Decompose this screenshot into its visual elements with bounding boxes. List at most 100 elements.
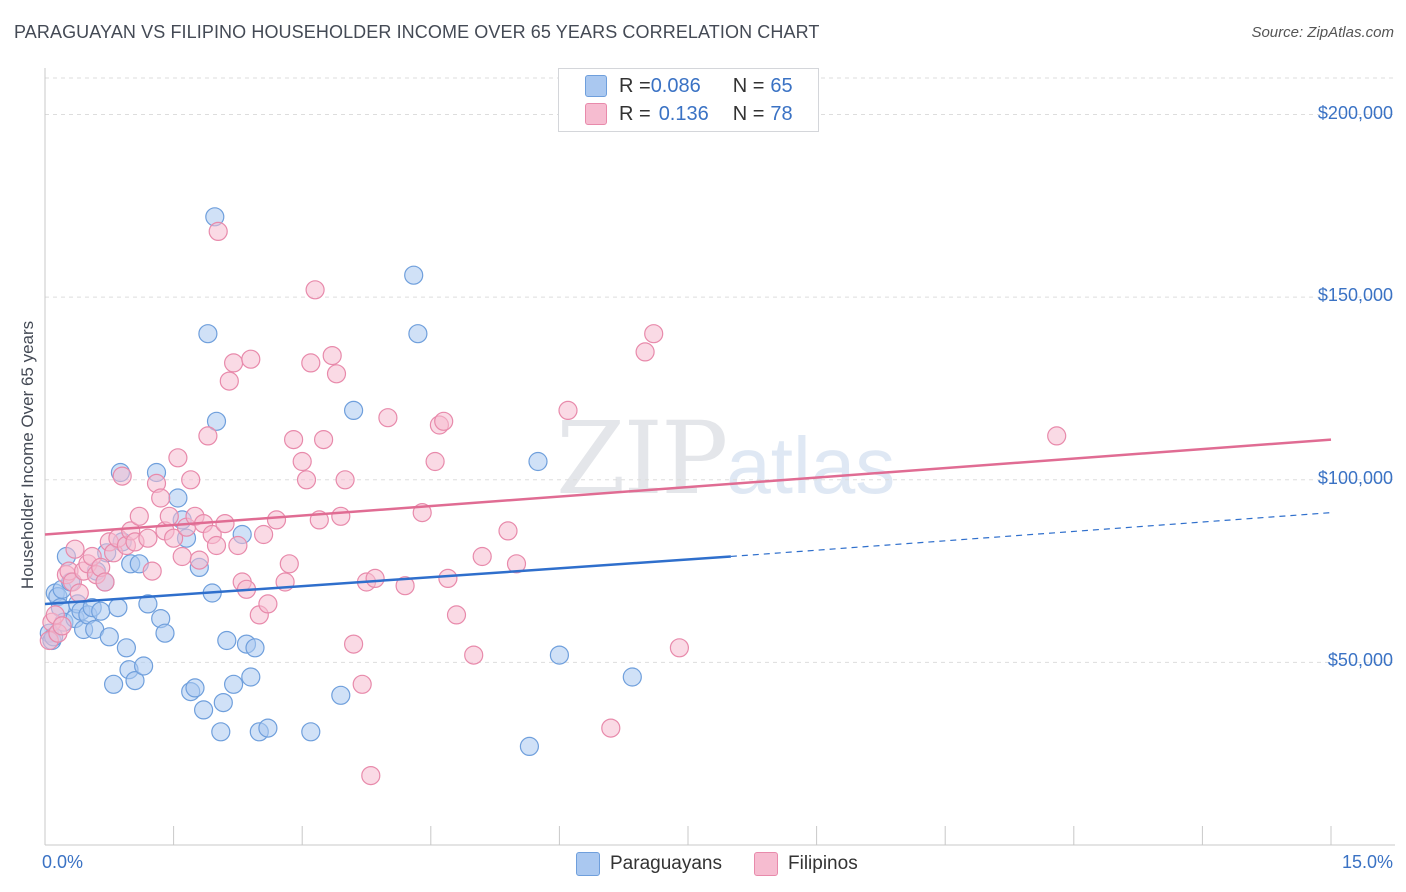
paraguayan-point (103, 674, 124, 694)
filipino-point (181, 470, 201, 490)
filipino-point (69, 583, 89, 603)
filipino-point (241, 349, 261, 369)
filipino-point (224, 353, 244, 373)
y-tick-label: $150,000 (1317, 285, 1393, 306)
bottom-legend-label-filipinos: Filipinos (788, 853, 858, 874)
filipino-point (138, 528, 158, 548)
paraguayan-point (258, 718, 278, 738)
filipino-point (95, 572, 115, 592)
filipino-point (284, 430, 304, 450)
legend-n-label: N = (732, 74, 765, 97)
paraguayan-point (404, 265, 424, 285)
legend-swatch-blue (585, 75, 607, 97)
paraguayan-point (408, 324, 428, 344)
filipino-point (378, 408, 398, 428)
paraguayan-point (116, 638, 137, 658)
paraguayan-point (331, 685, 351, 705)
x-tick-label-max: 15.0% (1341, 852, 1393, 872)
paraguayan-point (549, 645, 570, 665)
legend-row-filipinos: R = 0.136 N = 78 (585, 101, 793, 127)
y-tick-label: $50,000 (1327, 650, 1393, 671)
paraguayan-point (206, 411, 227, 431)
filipino-point (506, 554, 527, 574)
filipino-trend-line (44, 438, 1332, 536)
paraguayan-point (125, 670, 145, 691)
x-tick-label-min: 0.0% (42, 852, 84, 872)
paraguayan-point (198, 324, 218, 344)
bottom-legend-swatch-pink (754, 852, 778, 876)
filipino-point (172, 546, 192, 567)
paraguayan-point (138, 594, 158, 614)
filipino-point (208, 221, 228, 241)
filipino-point (395, 576, 415, 596)
filipino-point (189, 550, 209, 570)
filipino-point (365, 568, 385, 589)
filipino-point (198, 426, 218, 446)
filipino-point (112, 466, 132, 486)
filipino-point (254, 524, 274, 545)
legend-r-label: R = (619, 102, 651, 125)
filipino-point (258, 594, 278, 614)
paraguayan-point (108, 597, 128, 618)
filipino-point (301, 353, 321, 373)
legend-r-label: R = (619, 74, 651, 97)
paraguayan-point (245, 638, 265, 658)
filipino-point (215, 513, 235, 534)
y-tick-label: $100,000 (1317, 467, 1393, 488)
paraguayan-point (194, 700, 214, 720)
paraguayan-point (99, 627, 119, 647)
filipino-point (601, 718, 621, 738)
legend-n-value: 65 (770, 74, 793, 97)
filipino-point (151, 488, 171, 508)
paraguayan-point (213, 692, 233, 713)
bottom-legend-swatch-blue (576, 852, 600, 876)
paraguayan-point (622, 667, 642, 687)
bottom-legend-label-paraguayans: Paraguayans (610, 853, 722, 874)
paraguayan-point (519, 736, 540, 757)
paraguayan-point (185, 678, 205, 698)
filipino-point (219, 371, 239, 391)
legend-n-value: 78 (770, 102, 793, 125)
filipino-point (292, 451, 312, 472)
y-axis-label: Householder Income Over 65 years (18, 320, 37, 590)
filipino-point (472, 546, 492, 567)
filipino-point (446, 605, 467, 625)
legend-r-value: 0.136 (658, 102, 709, 125)
paraguayan-point (155, 623, 175, 643)
filipino-point (344, 634, 364, 654)
filipino-point (279, 554, 299, 574)
paraguayan-point (224, 674, 244, 694)
filipino-point (464, 645, 484, 665)
filipino-point (266, 510, 287, 530)
filipino-point (669, 638, 690, 658)
bottom-legend-filipinos: Filipinos (754, 852, 858, 876)
filipino-point (498, 521, 518, 541)
filipino-point (335, 470, 355, 490)
filipino-point (438, 568, 458, 589)
filipino-point (206, 535, 227, 556)
paraguayan-point (91, 601, 111, 621)
filipino-point (434, 411, 454, 431)
filipino-point (296, 470, 317, 490)
filipino-point (164, 528, 184, 548)
filipino-point (361, 765, 381, 786)
filipino-point (326, 364, 347, 384)
bottom-legend-paraguayans: Paraguayans (576, 852, 722, 876)
chart-title: PARAGUAYAN VS FILIPINO HOUSEHOLDER INCOM… (14, 22, 820, 42)
paraguayan-point (344, 400, 364, 420)
filipino-point (52, 616, 72, 636)
paraguayan-point (241, 667, 261, 687)
paraguayan-point (168, 488, 188, 508)
filipino-point (142, 561, 162, 581)
filipino-point (352, 674, 372, 694)
filipino-point (322, 346, 342, 366)
paraguayan-point (301, 722, 321, 742)
watermark-zip: ZIP (556, 400, 728, 517)
filipino-point (305, 280, 325, 300)
filipino-point (129, 506, 149, 526)
filipino-point (644, 324, 664, 344)
filipino-point (314, 430, 334, 450)
paraguayan-point (528, 451, 548, 472)
filipino-point (331, 506, 351, 526)
